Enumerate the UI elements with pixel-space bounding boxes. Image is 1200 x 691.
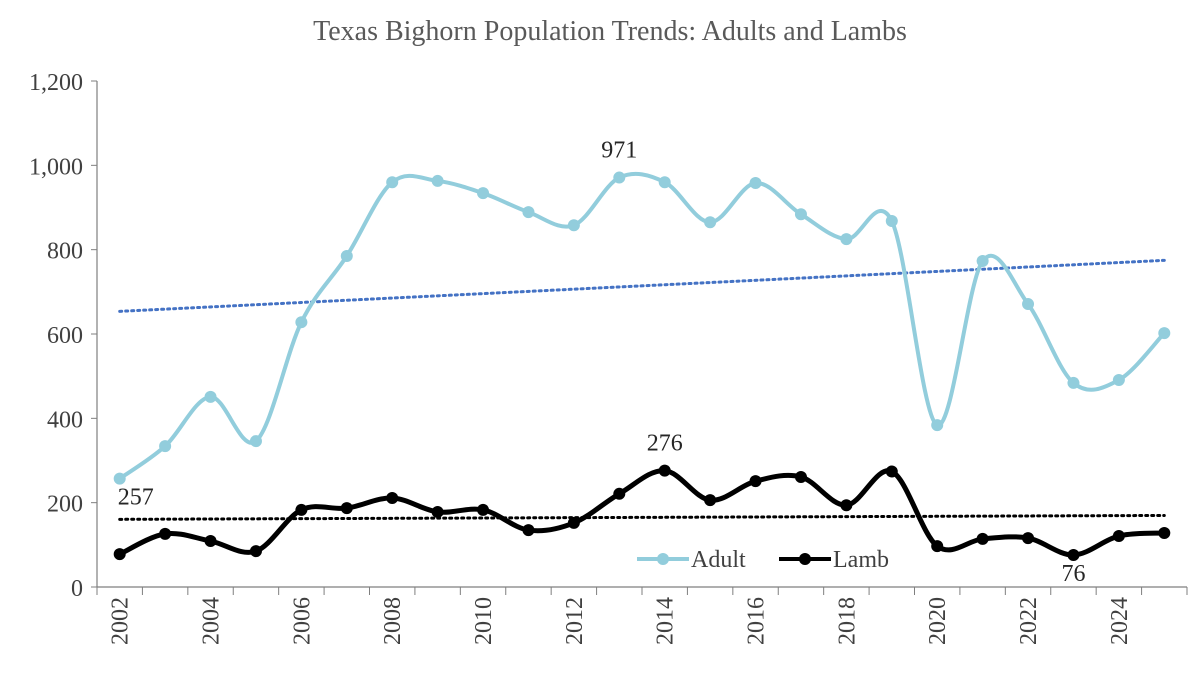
x-tick-label: 2016 bbox=[744, 597, 770, 645]
series-line bbox=[118, 171, 1166, 481]
point bbox=[1158, 527, 1171, 540]
chart-title: Texas Bighorn Population Trends: Adults … bbox=[313, 16, 907, 47]
x-tick-label: 2014 bbox=[653, 597, 679, 645]
point bbox=[885, 465, 898, 478]
x-tick-label: 2022 bbox=[1016, 597, 1042, 645]
point bbox=[658, 464, 671, 477]
x-tick-label: 2012 bbox=[562, 597, 588, 645]
point bbox=[340, 502, 353, 515]
point bbox=[522, 206, 535, 219]
point bbox=[340, 249, 353, 262]
point bbox=[976, 532, 989, 545]
x-tick-label: 2024 bbox=[1107, 597, 1133, 645]
point bbox=[1112, 373, 1125, 386]
point bbox=[794, 470, 807, 483]
point bbox=[386, 176, 399, 189]
point bbox=[1067, 548, 1080, 561]
data-label: 76 bbox=[1061, 561, 1085, 587]
point bbox=[840, 499, 853, 512]
point bbox=[658, 176, 671, 189]
x-tick-label: 2010 bbox=[471, 597, 497, 645]
legend-marker bbox=[657, 553, 669, 565]
legend-label: Adult bbox=[691, 547, 746, 573]
y-tick-label: 600 bbox=[47, 323, 83, 349]
point bbox=[1022, 532, 1035, 545]
y-tick-label: 400 bbox=[47, 407, 83, 433]
point bbox=[885, 214, 898, 227]
point bbox=[113, 472, 126, 485]
point bbox=[295, 316, 308, 329]
x-tick-label: 2008 bbox=[380, 597, 406, 645]
point bbox=[704, 494, 717, 507]
point bbox=[431, 505, 444, 518]
y-tick-label: 200 bbox=[47, 492, 83, 518]
point bbox=[113, 548, 126, 561]
point bbox=[522, 524, 535, 537]
y-tick-label: 1,200 bbox=[29, 70, 83, 96]
data-label: 257 bbox=[118, 485, 154, 511]
point bbox=[1067, 376, 1080, 389]
x-tick-label: 2002 bbox=[108, 597, 134, 645]
point bbox=[567, 219, 580, 232]
x-tick-label: 2006 bbox=[289, 597, 315, 645]
point bbox=[613, 171, 626, 184]
point bbox=[749, 475, 762, 488]
x-tick-label: 2004 bbox=[199, 597, 225, 645]
point bbox=[976, 255, 989, 268]
point bbox=[1022, 298, 1035, 311]
point bbox=[431, 174, 444, 187]
y-tick-label: 800 bbox=[47, 239, 83, 265]
point bbox=[1158, 327, 1171, 340]
point bbox=[749, 177, 762, 190]
point bbox=[931, 540, 944, 553]
legend-marker bbox=[799, 553, 811, 565]
x-tick-label: 2020 bbox=[925, 597, 951, 645]
point bbox=[1112, 529, 1125, 542]
point bbox=[477, 187, 490, 200]
point bbox=[794, 208, 807, 221]
trend-line bbox=[118, 258, 1166, 313]
data-label: 971 bbox=[601, 138, 637, 164]
point bbox=[704, 216, 717, 229]
point bbox=[295, 503, 308, 516]
point bbox=[567, 516, 580, 529]
point bbox=[159, 440, 172, 453]
trend-line bbox=[118, 513, 1166, 521]
point bbox=[204, 390, 217, 403]
point bbox=[931, 419, 944, 432]
data-label: 276 bbox=[647, 431, 683, 457]
point bbox=[840, 233, 853, 246]
point bbox=[204, 535, 217, 548]
y-tick-label: 1,000 bbox=[29, 154, 83, 180]
point bbox=[159, 527, 172, 540]
x-tick-label: 2018 bbox=[834, 597, 860, 645]
series-line bbox=[118, 468, 1165, 558]
point bbox=[613, 487, 626, 500]
point bbox=[386, 492, 399, 505]
legend-label: Lamb bbox=[833, 547, 889, 573]
point bbox=[249, 545, 262, 558]
y-tick-label: 0 bbox=[71, 576, 83, 602]
point bbox=[249, 435, 262, 448]
point bbox=[477, 503, 490, 516]
